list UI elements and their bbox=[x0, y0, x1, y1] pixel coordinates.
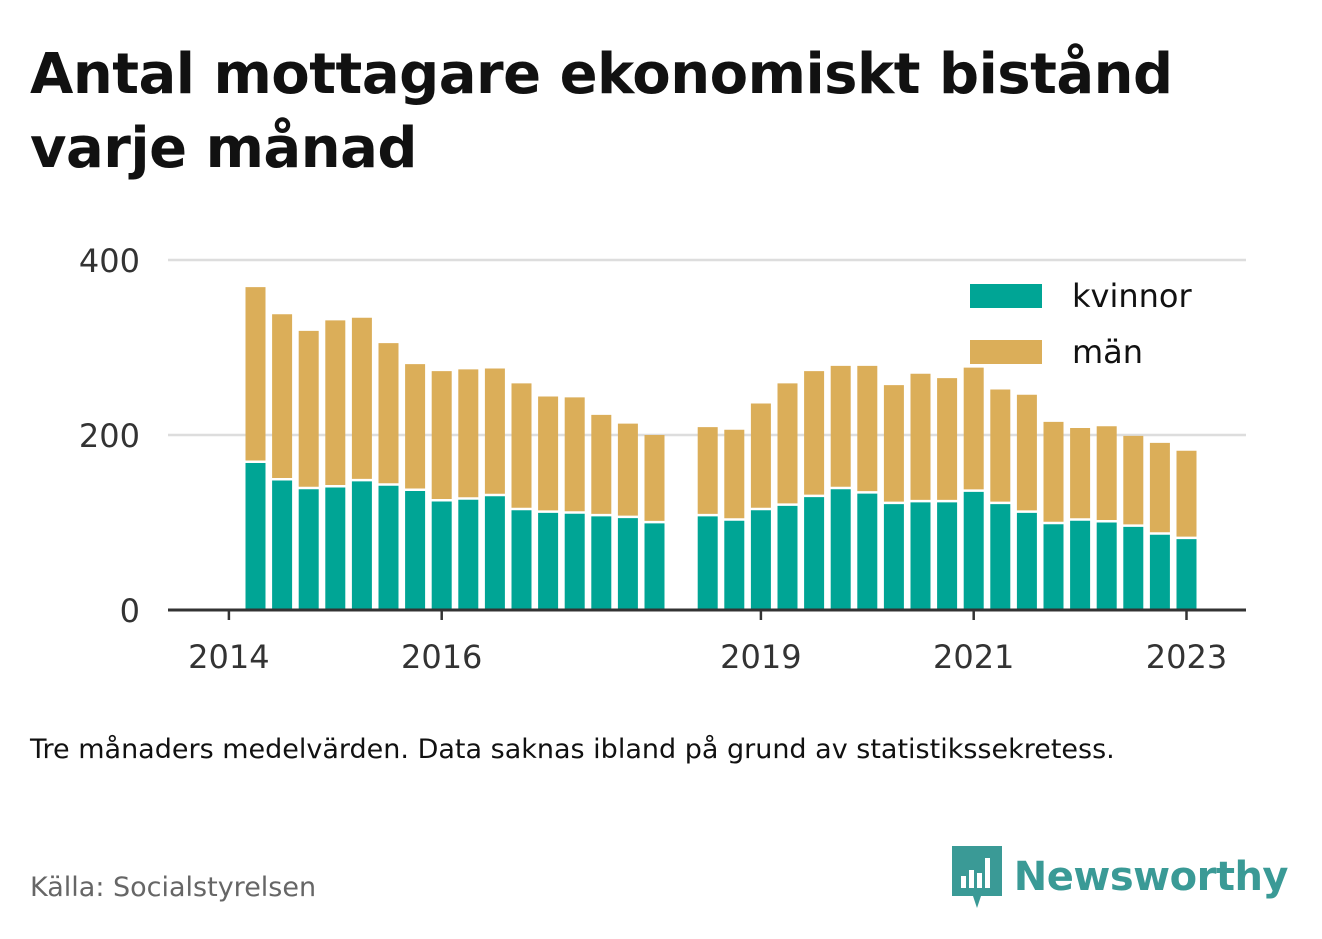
source-label: Källa: Socialstyrelsen bbox=[30, 872, 317, 903]
bar-man bbox=[1096, 426, 1117, 520]
bar-kvinnor bbox=[857, 493, 878, 610]
bar-man bbox=[458, 369, 479, 498]
bar-kvinnor bbox=[804, 497, 825, 610]
bar-kvinnor bbox=[458, 499, 479, 610]
brand-name: Newsworthy bbox=[1013, 854, 1289, 900]
bar-man bbox=[538, 396, 559, 511]
bar-man bbox=[724, 429, 745, 519]
bar-kvinnor bbox=[325, 487, 346, 610]
chart-note: Tre månaders medelvärden. Data saknas ib… bbox=[30, 734, 1115, 765]
legend: kvinnor män bbox=[970, 277, 1193, 371]
bar-kvinnor bbox=[405, 491, 426, 610]
bar-man bbox=[750, 403, 771, 508]
legend-swatch bbox=[970, 284, 1042, 308]
bar-kvinnor bbox=[484, 496, 505, 610]
bar-man bbox=[857, 365, 878, 492]
bar-man bbox=[617, 423, 638, 516]
bar-kvinnor bbox=[298, 489, 319, 610]
bar-man bbox=[777, 383, 798, 504]
bar-man bbox=[1123, 435, 1144, 525]
bar-man bbox=[591, 414, 612, 514]
bar-man bbox=[1043, 421, 1064, 522]
x-tick-label: 2016 bbox=[401, 638, 482, 676]
bar-kvinnor bbox=[511, 510, 532, 610]
bar-man bbox=[697, 427, 718, 514]
bar-kvinnor bbox=[617, 518, 638, 610]
bar-kvinnor bbox=[1176, 539, 1197, 610]
y-tick-label: 400 bbox=[79, 242, 140, 280]
bar-man bbox=[830, 365, 851, 487]
bar-kvinnor bbox=[697, 516, 718, 610]
bar-man bbox=[564, 397, 585, 512]
x-tick-label: 2014 bbox=[188, 638, 269, 676]
x-tick-label: 2021 bbox=[933, 638, 1014, 676]
bar-man bbox=[378, 343, 399, 484]
bar-man bbox=[644, 435, 665, 521]
x-tick-label: 2019 bbox=[720, 638, 801, 676]
bar-man bbox=[883, 385, 904, 502]
y-tick-label: 0 bbox=[120, 592, 140, 630]
bar-man bbox=[1149, 442, 1170, 533]
stacked-bar-chart: 0 200 400 2014 2016 2019 2021 2023 kvinnor män bbox=[79, 242, 1246, 676]
y-tick-label: 200 bbox=[79, 417, 140, 455]
bar-chart-icon bbox=[951, 846, 1002, 908]
bar-kvinnor bbox=[1123, 526, 1144, 610]
bar-kvinnor bbox=[724, 520, 745, 610]
bar-man bbox=[298, 330, 319, 487]
bar-kvinnor bbox=[910, 502, 931, 610]
bar-kvinnor bbox=[272, 480, 293, 610]
bar-kvinnor bbox=[245, 463, 266, 610]
bar-kvinnor bbox=[990, 504, 1011, 610]
grid-lines: 0 200 400 bbox=[79, 242, 1246, 630]
bar-kvinnor bbox=[963, 491, 984, 610]
bar-kvinnor bbox=[431, 501, 452, 610]
bar-kvinnor bbox=[1096, 522, 1117, 610]
bar-man bbox=[937, 378, 958, 500]
newsworthy-logo[interactable]: Newsworthy bbox=[951, 846, 1289, 908]
bar-man bbox=[431, 371, 452, 499]
bar-man bbox=[1176, 450, 1197, 537]
bar-kvinnor bbox=[378, 485, 399, 610]
bar-kvinnor bbox=[830, 489, 851, 610]
legend-swatch bbox=[970, 340, 1042, 364]
bar-kvinnor bbox=[351, 481, 372, 610]
bar-man bbox=[1070, 428, 1091, 519]
bar-kvinnor bbox=[1149, 534, 1170, 610]
bar-man bbox=[405, 364, 426, 489]
bar-man bbox=[963, 367, 984, 490]
bar-kvinnor bbox=[883, 504, 904, 610]
bar-kvinnor bbox=[1070, 520, 1091, 610]
x-tick-label: 2023 bbox=[1146, 638, 1227, 676]
bar-kvinnor bbox=[1043, 524, 1064, 610]
bar-kvinnor bbox=[937, 502, 958, 610]
bar-kvinnor bbox=[1016, 512, 1037, 610]
bar-man bbox=[804, 371, 825, 495]
bar-man bbox=[990, 389, 1011, 502]
axes: 2014 2016 2019 2021 2023 bbox=[168, 608, 1246, 676]
bar-man bbox=[511, 383, 532, 508]
bar-kvinnor bbox=[564, 513, 585, 610]
bar-man bbox=[245, 287, 266, 461]
bar-kvinnor bbox=[591, 516, 612, 610]
bar-kvinnor bbox=[644, 523, 665, 610]
bar-kvinnor bbox=[777, 505, 798, 610]
bar-kvinnor bbox=[538, 512, 559, 610]
chart-title: Antal mottagare ekonomiskt bistånd varje… bbox=[30, 42, 1173, 181]
bar-kvinnor bbox=[750, 510, 771, 610]
bar-man bbox=[351, 317, 372, 479]
legend-label: kvinnor bbox=[1072, 277, 1193, 315]
bars bbox=[245, 287, 1197, 610]
bar-man bbox=[325, 320, 346, 485]
bar-man bbox=[272, 314, 293, 478]
bar-man bbox=[910, 373, 931, 500]
bar-man bbox=[1016, 394, 1037, 511]
bar-man bbox=[484, 368, 505, 494]
legend-label: män bbox=[1072, 333, 1143, 371]
